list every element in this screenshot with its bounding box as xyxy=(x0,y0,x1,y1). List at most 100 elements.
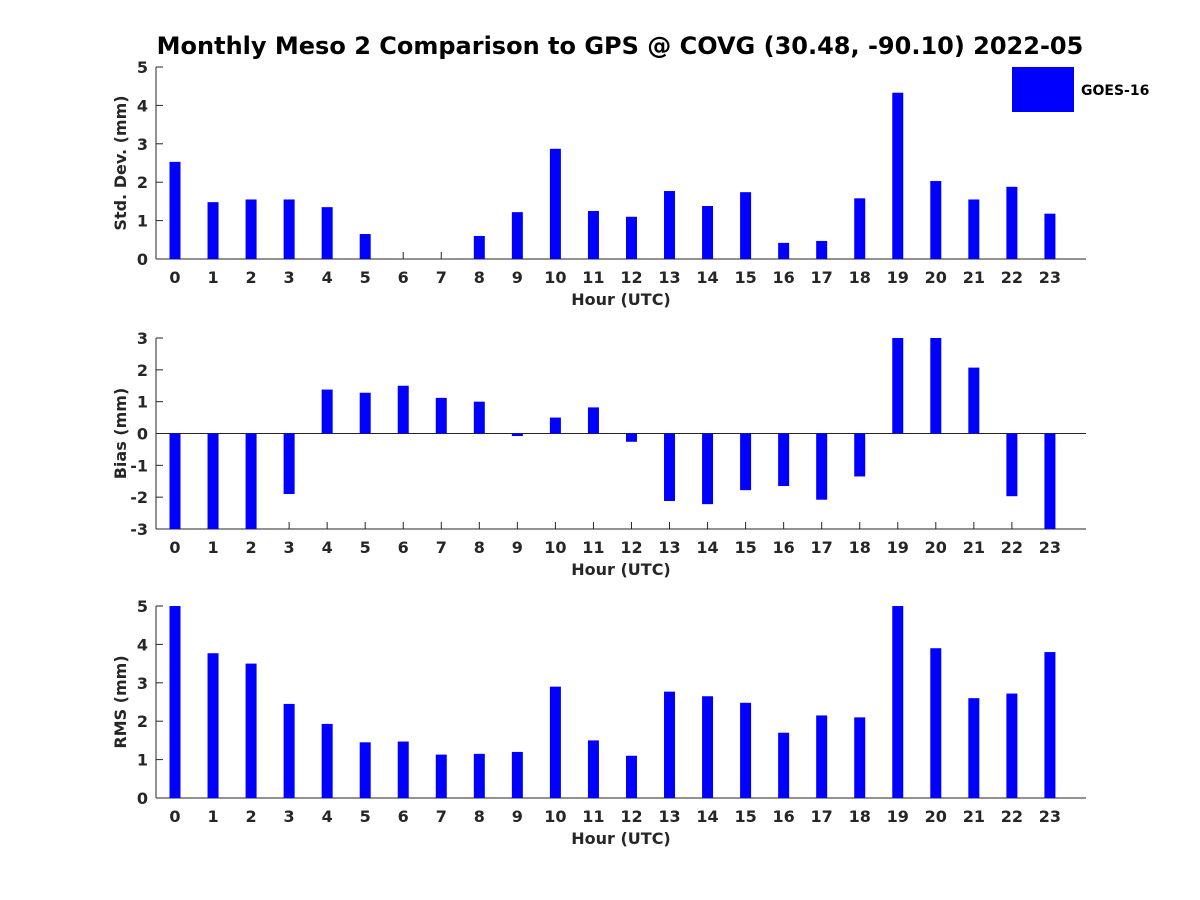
bar-hour-10 xyxy=(549,148,561,259)
x-tick-label: 10 xyxy=(544,538,566,557)
x-tick-label: 23 xyxy=(1039,538,1061,557)
bar-hour-11 xyxy=(587,740,599,798)
bar-hour-7 xyxy=(435,754,447,798)
x-tick-label: 21 xyxy=(963,268,985,287)
y-tick-label: -2 xyxy=(130,488,148,507)
bar-hour-13 xyxy=(664,191,676,259)
x-tick-label: 14 xyxy=(696,807,718,826)
x-tick-label: 6 xyxy=(398,807,409,826)
x-tick-label: 4 xyxy=(322,807,333,826)
bar-hour-12 xyxy=(625,216,637,259)
x-tick-label: 18 xyxy=(849,268,871,287)
bar-hour-14 xyxy=(702,433,714,505)
x-tick-label: 9 xyxy=(512,538,523,557)
bar-hour-23 xyxy=(1044,652,1056,798)
x-tick-label: 6 xyxy=(398,538,409,557)
x-tick-label: 2 xyxy=(246,807,257,826)
y-axis-label: Std. Dev. (mm) xyxy=(111,95,130,230)
bar-hour-2 xyxy=(245,433,257,529)
bar-hour-12 xyxy=(625,755,637,798)
x-axis-label: Hour (UTC) xyxy=(571,290,671,309)
x-tick-label: 1 xyxy=(207,538,218,557)
x-tick-label: 7 xyxy=(436,538,447,557)
bar-hour-10 xyxy=(549,686,561,798)
x-tick-label: 13 xyxy=(658,538,680,557)
bar-hour-5 xyxy=(359,392,371,434)
x-tick-label: 18 xyxy=(849,538,871,557)
bar-hour-22 xyxy=(1006,693,1018,798)
bar-hour-14 xyxy=(702,206,714,259)
bar-hour-19 xyxy=(892,92,904,259)
x-tick-label: 3 xyxy=(284,807,295,826)
bar-hour-2 xyxy=(245,199,257,259)
bar-hour-12 xyxy=(625,433,637,442)
x-tick-label: 20 xyxy=(925,807,947,826)
x-tick-label: 10 xyxy=(544,807,566,826)
bar-hour-3 xyxy=(283,199,295,259)
bar-hour-23 xyxy=(1044,433,1056,529)
bar-hour-5 xyxy=(359,742,371,798)
bar-hour-19 xyxy=(892,338,904,434)
bar-hour-1 xyxy=(207,433,219,529)
x-tick-label: 22 xyxy=(1001,268,1023,287)
x-tick-label: 17 xyxy=(811,268,833,287)
x-tick-label: 15 xyxy=(734,807,756,826)
chart-title: Monthly Meso 2 Comparison to GPS @ COVG … xyxy=(157,32,1084,60)
y-tick-label: 2 xyxy=(137,173,148,192)
x-axis-label: Hour (UTC) xyxy=(571,560,671,579)
bar-hour-5 xyxy=(359,234,371,259)
bar-hour-6 xyxy=(397,385,409,434)
x-axis-label: Hour (UTC) xyxy=(571,829,671,848)
bar-hour-17 xyxy=(816,715,828,798)
x-tick-label: 12 xyxy=(620,807,642,826)
bar-hour-18 xyxy=(854,198,866,259)
bar-hour-9 xyxy=(511,751,523,798)
y-tick-label: 0 xyxy=(137,425,148,444)
bar-hour-9 xyxy=(511,433,523,437)
legend: GOES-16 xyxy=(1012,67,1149,112)
bar-hour-17 xyxy=(816,433,828,500)
bar-hour-8 xyxy=(473,401,485,434)
bar-hour-22 xyxy=(1006,433,1018,497)
bar-hour-20 xyxy=(930,181,942,259)
y-tick-label: 0 xyxy=(137,789,148,808)
x-tick-label: 8 xyxy=(474,807,485,826)
y-tick-label: 3 xyxy=(137,135,148,154)
bar-hour-2 xyxy=(245,663,257,798)
x-tick-label: 13 xyxy=(658,807,680,826)
x-tick-label: 9 xyxy=(512,807,523,826)
bar-hour-8 xyxy=(473,753,485,798)
bar-hour-21 xyxy=(968,698,980,798)
x-tick-label: 11 xyxy=(582,268,604,287)
legend-label-goes-16: GOES-16 xyxy=(1081,83,1149,99)
x-tick-label: 5 xyxy=(360,807,371,826)
x-tick-label: 21 xyxy=(963,807,985,826)
y-tick-label: 2 xyxy=(137,361,148,380)
x-tick-label: 14 xyxy=(696,268,718,287)
x-tick-label: 16 xyxy=(773,268,795,287)
bar-hour-6 xyxy=(397,741,409,798)
y-tick-label: -1 xyxy=(130,456,148,475)
y-tick-label: 0 xyxy=(137,250,148,269)
bar-hour-7 xyxy=(435,397,447,434)
x-tick-label: 2 xyxy=(246,538,257,557)
bar-hour-3 xyxy=(283,703,295,798)
x-tick-label: 17 xyxy=(811,807,833,826)
x-tick-label: 8 xyxy=(474,268,485,287)
bar-hour-21 xyxy=(968,367,980,434)
x-tick-label: 0 xyxy=(169,268,180,287)
x-tick-label: 1 xyxy=(207,268,218,287)
x-tick-label: 14 xyxy=(696,538,718,557)
bar-hour-9 xyxy=(511,212,523,259)
x-tick-label: 4 xyxy=(322,268,333,287)
bar-hour-23 xyxy=(1044,213,1056,259)
x-tick-label: 19 xyxy=(887,807,909,826)
x-tick-label: 15 xyxy=(734,538,756,557)
legend-swatch-goes-16 xyxy=(1012,67,1074,112)
bar-hour-3 xyxy=(283,433,295,494)
x-tick-label: 10 xyxy=(544,268,566,287)
x-tick-label: 6 xyxy=(398,268,409,287)
